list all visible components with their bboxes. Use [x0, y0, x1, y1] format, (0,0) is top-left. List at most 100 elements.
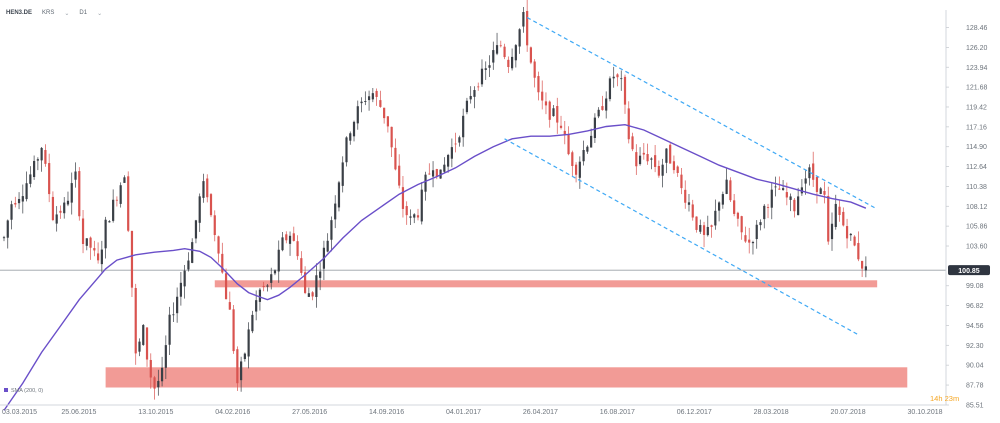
candle-body: [383, 107, 386, 119]
candle-body: [300, 258, 303, 273]
candle-body: [567, 134, 570, 155]
candle-body: [597, 109, 600, 117]
mode-label[interactable]: KRS: [42, 10, 55, 16]
candle-body: [2, 237, 6, 239]
candle-body: [127, 176, 130, 231]
y-tick-label: 87.78: [966, 383, 984, 390]
candle-body: [819, 188, 822, 194]
x-tick-label: 06.12.2017: [677, 409, 712, 416]
candle-body: [736, 212, 740, 219]
candle-body: [277, 249, 280, 272]
candle-body: [149, 359, 152, 378]
candle-body: [488, 65, 491, 68]
candle-body: [153, 377, 156, 389]
axes: [0, 10, 947, 406]
x-tick-label: 27.05.2016: [292, 409, 327, 416]
candle-body: [631, 136, 634, 150]
support-zone-2: [105, 367, 908, 388]
candle-body: [582, 150, 585, 162]
candle-body: [616, 74, 619, 78]
chevron-down-icon[interactable]: ⌄: [64, 10, 70, 17]
candle-body: [352, 121, 356, 137]
candle-body: [627, 108, 630, 140]
candle-body: [266, 285, 269, 287]
candle-body: [221, 253, 224, 273]
candle-body: [733, 200, 736, 214]
candle-body: [345, 137, 348, 163]
candle-body: [541, 91, 544, 101]
candle-body: [29, 174, 32, 184]
candle-body: [303, 272, 307, 293]
y-tick-label: 112.64: [966, 164, 987, 171]
candle-body: [206, 178, 209, 198]
candle-body: [552, 108, 555, 117]
candle-body: [157, 380, 160, 388]
candle-body: [533, 61, 536, 78]
x-tick-label: 14.09.2016: [369, 409, 404, 416]
candle-body: [364, 100, 367, 102]
candle-body: [40, 147, 43, 161]
candle-body: [484, 68, 487, 70]
candle-body: [420, 189, 423, 222]
sma-200-line: [3, 123, 867, 411]
candle-body: [281, 237, 284, 251]
candle-body: [721, 194, 724, 205]
candle-body: [228, 302, 231, 310]
symbol-label[interactable]: HEN3.DE: [6, 10, 33, 16]
candle-body: [857, 242, 860, 260]
x-tick-label: 03.03.2015: [2, 409, 37, 416]
candle-body: [605, 98, 608, 111]
candle-body: [288, 235, 292, 244]
candle-body: [623, 76, 627, 105]
candle-body: [612, 76, 615, 79]
candle-body: [586, 146, 589, 152]
interval-label[interactable]: D1: [79, 10, 88, 16]
candle-body: [849, 233, 852, 236]
candle-body: [590, 135, 593, 148]
candle-body: [650, 158, 653, 160]
candle-body: [93, 248, 96, 251]
candle-body: [462, 115, 465, 138]
candle-body: [172, 314, 175, 316]
candle-body: [548, 101, 551, 120]
candle-body: [593, 117, 596, 139]
candle-body: [285, 234, 288, 241]
candle-body: [63, 202, 66, 214]
x-tick-label: 16.08.2017: [600, 409, 635, 416]
candle-body: [70, 183, 73, 203]
candle-body: [789, 196, 792, 200]
candle-body: [337, 182, 341, 208]
candle-body: [842, 211, 845, 226]
candle-body: [44, 150, 47, 164]
candle-body: [804, 178, 807, 184]
candle-body: [81, 218, 85, 244]
channel-lower-line: [504, 138, 859, 336]
indicator-legend[interactable]: SMA (200, 0): [4, 388, 43, 394]
candle-body: [164, 345, 167, 368]
candle-body: [179, 282, 182, 297]
candle-body: [827, 195, 830, 242]
candle-body: [59, 210, 62, 213]
candle-body: [367, 96, 371, 101]
chevron-down-icon[interactable]: ⌄: [97, 10, 103, 17]
candle-body: [48, 163, 51, 195]
candle-body: [774, 186, 777, 188]
candle-body: [729, 180, 732, 201]
x-tick-label: 13.10.2015: [138, 409, 173, 416]
candle-body: [243, 353, 246, 360]
candle-body: [537, 76, 540, 93]
candle-body: [25, 183, 28, 200]
countdown-timer: 14h 23m: [930, 394, 959, 403]
candle-body: [330, 220, 333, 240]
candle-body: [187, 260, 190, 270]
candle-body: [717, 202, 721, 211]
candle-body: [33, 160, 36, 178]
y-tick-label: 119.42: [966, 104, 987, 111]
candle-body: [270, 274, 273, 283]
candle-body: [341, 162, 344, 186]
candle-body: [492, 50, 495, 63]
candle-body: [744, 235, 747, 242]
x-tick-label: 28.03.2018: [754, 409, 789, 416]
